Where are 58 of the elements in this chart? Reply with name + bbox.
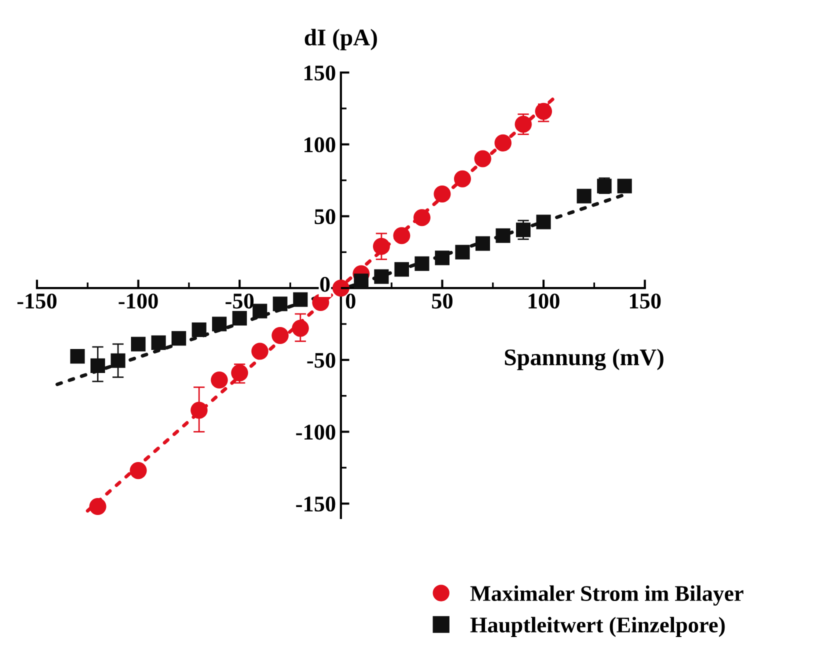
point bbox=[312, 294, 330, 311]
point bbox=[210, 372, 228, 389]
point bbox=[354, 274, 368, 288]
point bbox=[293, 292, 308, 307]
x-tick-label: -100 bbox=[118, 294, 158, 309]
point bbox=[394, 262, 409, 277]
point bbox=[455, 244, 470, 260]
point bbox=[617, 178, 632, 194]
point bbox=[576, 188, 592, 204]
point bbox=[434, 185, 451, 202]
point bbox=[212, 316, 227, 332]
point bbox=[190, 402, 208, 419]
x-tick-label: 50 bbox=[432, 294, 452, 309]
point bbox=[514, 116, 532, 133]
point bbox=[192, 322, 206, 338]
point bbox=[494, 134, 512, 152]
point bbox=[413, 209, 430, 226]
point bbox=[474, 150, 492, 168]
point bbox=[110, 353, 126, 368]
point bbox=[434, 250, 450, 266]
point bbox=[90, 358, 106, 373]
point bbox=[89, 498, 106, 515]
point bbox=[454, 170, 471, 188]
y-tick-label: -100 bbox=[296, 424, 336, 440]
legend-label: Hauptleitwert (Einzelpore) bbox=[470, 616, 725, 637]
point bbox=[130, 462, 147, 480]
point bbox=[172, 331, 186, 346]
point bbox=[151, 335, 166, 350]
point bbox=[292, 320, 309, 337]
point bbox=[70, 349, 85, 364]
x-tick-label: -150 bbox=[17, 294, 56, 309]
point bbox=[475, 236, 490, 251]
point bbox=[516, 222, 531, 238]
y-tick-label: 0 bbox=[320, 276, 330, 292]
y-tick-label: -150 bbox=[296, 496, 336, 512]
x-tick-label: 100 bbox=[528, 294, 560, 309]
y-tick-label: -50 bbox=[307, 352, 336, 368]
point bbox=[414, 256, 430, 271]
y-axis-title: dI (pA) bbox=[304, 28, 377, 50]
x-tick-label: -50 bbox=[226, 294, 254, 309]
point bbox=[372, 238, 390, 255]
y-tick-label: 150 bbox=[304, 65, 336, 80]
point bbox=[131, 336, 146, 352]
point bbox=[536, 214, 551, 230]
point bbox=[393, 227, 410, 244]
point bbox=[251, 342, 268, 360]
x-tick-label: 0 bbox=[346, 294, 356, 309]
point bbox=[496, 228, 510, 243]
point bbox=[272, 326, 289, 344]
legend-label: Maximaler Strom im Bilayer bbox=[470, 585, 744, 606]
x-tick-label: 150 bbox=[630, 294, 661, 309]
point bbox=[252, 304, 268, 318]
point bbox=[232, 310, 247, 326]
x-axis-title: Spannung (mV) bbox=[504, 348, 664, 370]
y-tick-label: 100 bbox=[304, 137, 336, 152]
y-tick-label: 50 bbox=[314, 209, 336, 224]
point bbox=[272, 296, 288, 312]
point bbox=[374, 269, 389, 284]
